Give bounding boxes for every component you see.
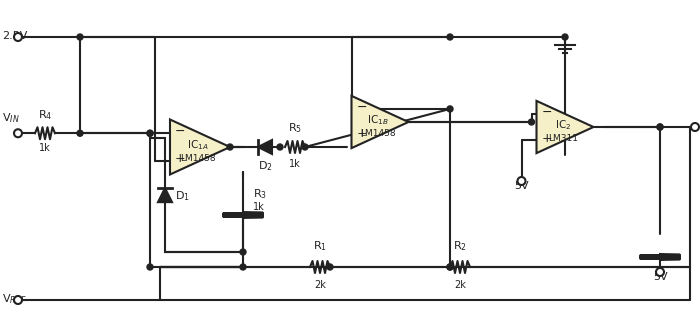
Text: +: + [356,127,367,139]
Text: LM1458: LM1458 [360,128,395,137]
Polygon shape [351,96,409,148]
Text: −: − [175,125,186,138]
Text: 2k: 2k [454,280,466,290]
Text: R$_2$: R$_2$ [453,239,467,253]
Circle shape [14,296,22,304]
Text: R$_1$: R$_1$ [313,239,327,253]
Text: 1k: 1k [253,202,265,212]
Polygon shape [170,119,230,175]
Circle shape [517,177,526,185]
Circle shape [147,130,153,136]
Text: 2k: 2k [314,280,326,290]
Text: −: − [356,100,367,113]
Text: R$_4$: R$_4$ [38,109,52,122]
Circle shape [147,130,153,136]
Text: R$_3$: R$_3$ [253,187,267,201]
Text: +: + [175,152,186,165]
Circle shape [447,34,453,40]
Circle shape [447,264,453,270]
Circle shape [77,130,83,136]
Circle shape [657,124,663,130]
Text: IC$_{1B}$: IC$_{1B}$ [368,113,388,127]
Text: 1k: 1k [289,159,301,169]
Circle shape [240,249,246,255]
Polygon shape [536,101,594,153]
Circle shape [562,34,568,40]
Circle shape [227,144,233,150]
Circle shape [147,264,153,270]
Circle shape [302,144,308,150]
Text: D$_2$: D$_2$ [258,159,272,173]
Polygon shape [258,140,272,154]
Circle shape [14,129,22,137]
Text: −: − [542,105,552,118]
Circle shape [277,144,283,150]
Text: V$_{IN}$: V$_{IN}$ [2,111,20,125]
Text: R$_5$: R$_5$ [288,121,302,135]
Text: 1k: 1k [39,143,51,153]
Text: IC$_{1A}$: IC$_{1A}$ [188,138,209,152]
Text: 5V: 5V [652,272,667,282]
Circle shape [447,264,453,270]
Circle shape [14,33,22,41]
Circle shape [691,123,699,131]
Text: +: + [542,132,552,145]
Circle shape [77,34,83,40]
Text: 5V: 5V [514,181,528,191]
Polygon shape [158,188,172,202]
Circle shape [240,264,246,270]
Circle shape [656,268,664,276]
Text: 2.5V: 2.5V [2,31,27,41]
Text: LM1458: LM1458 [180,154,216,163]
Text: IC$_{2}$: IC$_{2}$ [555,118,571,132]
Circle shape [528,119,535,125]
Text: V$_{REF}$: V$_{REF}$ [2,292,27,306]
Text: LM311: LM311 [548,134,578,143]
Circle shape [327,264,333,270]
Circle shape [447,106,453,112]
Text: D$_1$: D$_1$ [175,189,190,203]
Circle shape [657,124,663,130]
